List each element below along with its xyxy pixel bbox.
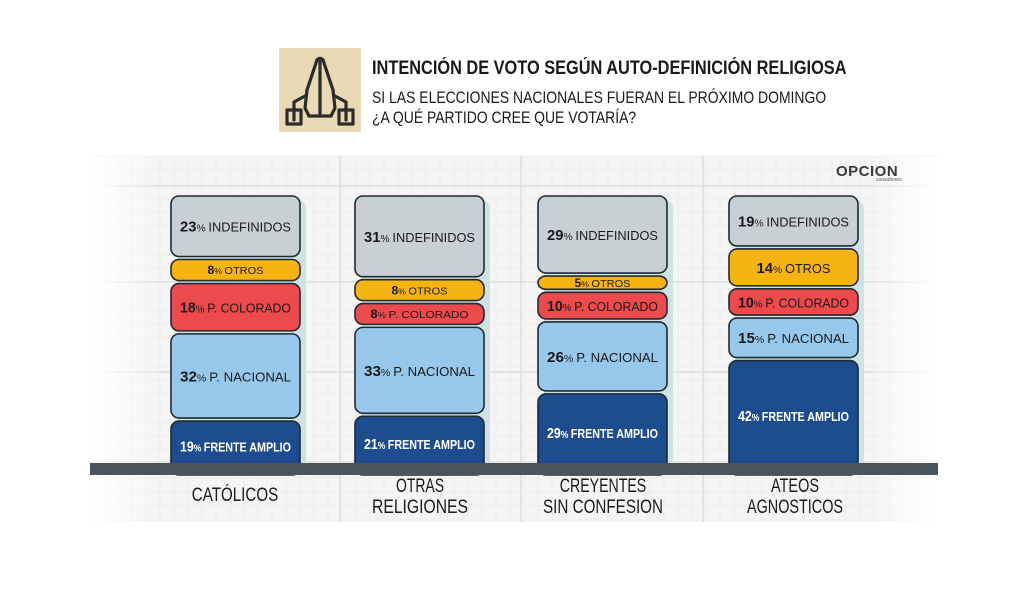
category-label: CATÓLICOS bbox=[192, 484, 278, 506]
data-label: 21% FRENTE AMPLIO bbox=[364, 436, 475, 453]
data-label: 42% FRENTE AMPLIO bbox=[738, 408, 849, 425]
data-label: 19% FRENTE AMPLIO bbox=[180, 438, 291, 455]
bar-segment-rect bbox=[354, 326, 485, 415]
bar-segment-rect bbox=[170, 258, 301, 282]
bar-segment-rect bbox=[537, 291, 668, 320]
bar-segment: 29% INDEFINIDOS bbox=[537, 195, 668, 274]
category-label: OTRAS RELIGIONES bbox=[372, 476, 468, 518]
bar-segment-rect bbox=[354, 195, 485, 278]
data-label: 32% P. NACIONAL bbox=[180, 368, 291, 385]
data-label: 10% P. COLORADO bbox=[547, 298, 658, 315]
chart-subtitle-line2: ¿A QUÉ PARTIDO CREE QUE VOTARÍA? bbox=[372, 108, 637, 127]
bar-segment: 31% INDEFINIDOS bbox=[354, 195, 485, 278]
data-label: 29% FRENTE AMPLIO bbox=[547, 425, 658, 442]
bar-segment-rect bbox=[728, 317, 859, 359]
bar-segment: 23% INDEFINIDOS bbox=[170, 195, 301, 258]
data-label: 8% P. COLORADO bbox=[371, 309, 469, 321]
brand-logo: OPCION consultores bbox=[836, 163, 916, 185]
category-label: CREYENTES SIN CONFESION bbox=[543, 476, 663, 518]
bar-segment-rect bbox=[728, 195, 859, 247]
bar-segment-rect bbox=[537, 275, 668, 291]
bar-segment: 10% P. COLORADO bbox=[728, 287, 859, 316]
bar-segment: 15% P. NACIONAL bbox=[728, 317, 859, 359]
data-label: 18% P. COLORADO bbox=[180, 300, 291, 317]
chart-title: INTENCIÓN DE VOTO SEGÚN AUTO-DEFINICIÓN … bbox=[372, 58, 847, 79]
data-label: 26% P. NACIONAL bbox=[547, 349, 658, 366]
baseline-bar bbox=[90, 463, 938, 475]
bar-segment: 8% OTROS bbox=[354, 278, 485, 302]
bar-segment: 5% OTROS bbox=[537, 275, 668, 291]
data-label: 33% P. NACIONAL bbox=[364, 363, 475, 380]
grid-fade-left bbox=[90, 156, 160, 522]
bar-segment: 19% INDEFINIDOS bbox=[728, 195, 859, 247]
data-label: 29% INDEFINIDOS bbox=[547, 227, 658, 244]
bar-segment-rect bbox=[728, 287, 859, 316]
bar-segment: 8% OTROS bbox=[170, 258, 301, 282]
chart-subtitle-line1: SI LAS ELECCIONES NACIONALES FUERAN EL P… bbox=[372, 88, 827, 107]
bar-segment: 14% OTROS bbox=[728, 248, 859, 287]
bar-segment: 18% P. COLORADO bbox=[170, 282, 301, 332]
grid-fade-right bbox=[868, 156, 938, 522]
bar-segment: 10% P. COLORADO bbox=[537, 291, 668, 320]
bar-segment: 29% FRENTE AMPLIO bbox=[537, 393, 668, 476]
praying-hands-icon bbox=[279, 48, 361, 132]
data-label: 23% INDEFINIDOS bbox=[180, 219, 291, 236]
bar-segment-rect bbox=[537, 195, 668, 274]
data-label: 31% INDEFINIDOS bbox=[364, 229, 475, 246]
bar-segment: 42% FRENTE AMPLIO bbox=[728, 359, 859, 476]
category-label: ATEOS AGNOSTICOS bbox=[747, 476, 843, 518]
bar-segment-rect bbox=[170, 195, 301, 258]
bar-segment-rect bbox=[728, 248, 859, 287]
brand-name: OPCION bbox=[836, 163, 899, 180]
data-label: 8% OTROS bbox=[392, 285, 448, 297]
data-label: 19% INDEFINIDOS bbox=[738, 213, 849, 230]
data-label: 14% OTROS bbox=[757, 260, 831, 277]
bar-segment-rect bbox=[354, 302, 485, 326]
bar-segment: 32% P. NACIONAL bbox=[170, 333, 301, 419]
bar-segment-rect bbox=[537, 321, 668, 392]
bar-segment-rect bbox=[170, 282, 301, 332]
bar-segment-rect bbox=[170, 333, 301, 419]
bar-segment: 33% P. NACIONAL bbox=[354, 326, 485, 415]
bar-segment-rect bbox=[354, 278, 485, 302]
bar-segment: 8% P. COLORADO bbox=[354, 302, 485, 326]
data-label: 10% P. COLORADO bbox=[738, 294, 849, 311]
brand-tagline: consultores bbox=[876, 177, 902, 183]
data-label: 5% OTROS bbox=[575, 278, 631, 290]
data-label: 15% P. NACIONAL bbox=[738, 330, 849, 347]
bar-segment: 19% FRENTE AMPLIO bbox=[170, 420, 301, 476]
data-label: 8% OTROS bbox=[208, 265, 264, 277]
bar-segment: 26% P. NACIONAL bbox=[537, 321, 668, 392]
